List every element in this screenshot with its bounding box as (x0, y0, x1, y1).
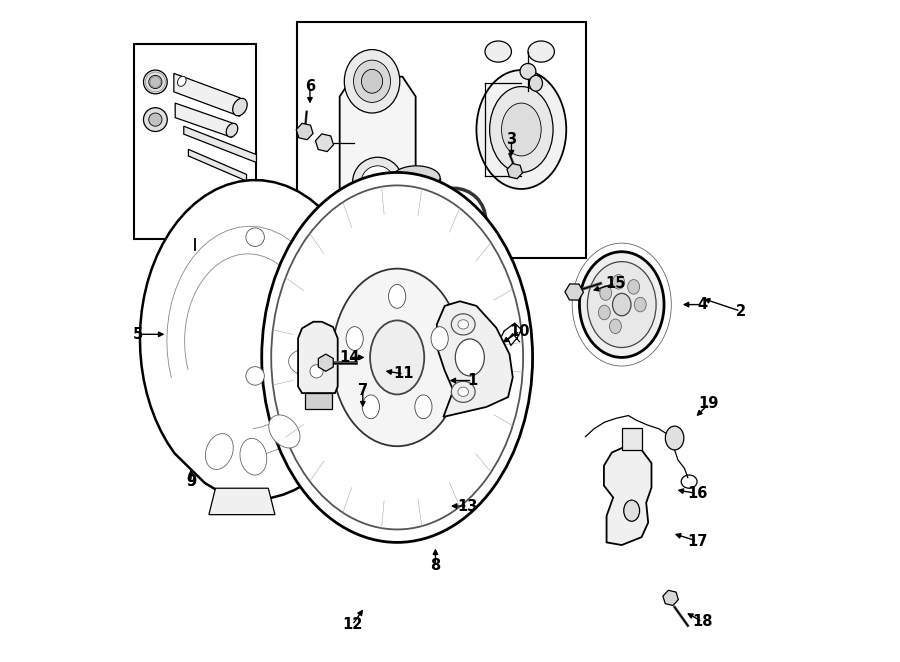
Polygon shape (604, 446, 652, 545)
Ellipse shape (433, 199, 475, 241)
Ellipse shape (389, 285, 406, 308)
Text: 1: 1 (467, 373, 478, 388)
Ellipse shape (226, 123, 238, 137)
Ellipse shape (520, 64, 536, 79)
Polygon shape (176, 103, 232, 138)
Ellipse shape (609, 319, 621, 334)
Text: 5: 5 (133, 327, 143, 342)
Ellipse shape (233, 99, 248, 116)
Polygon shape (305, 393, 332, 409)
Ellipse shape (485, 41, 511, 62)
Ellipse shape (529, 75, 543, 91)
Ellipse shape (431, 326, 448, 350)
Text: 13: 13 (457, 498, 478, 514)
Ellipse shape (458, 320, 469, 329)
Ellipse shape (143, 70, 167, 94)
Ellipse shape (246, 228, 265, 246)
Ellipse shape (177, 76, 186, 86)
Ellipse shape (392, 166, 440, 189)
Ellipse shape (613, 275, 625, 289)
Bar (134, 44, 256, 238)
Text: 17: 17 (687, 534, 707, 549)
Ellipse shape (370, 320, 424, 395)
Text: 8: 8 (430, 558, 441, 573)
Text: 16: 16 (687, 486, 707, 501)
Text: 14: 14 (339, 350, 360, 365)
Text: 15: 15 (605, 276, 626, 291)
Ellipse shape (346, 326, 364, 350)
Ellipse shape (354, 60, 391, 103)
Ellipse shape (451, 381, 475, 402)
Ellipse shape (476, 70, 566, 189)
Text: 3: 3 (507, 132, 517, 147)
Ellipse shape (246, 367, 265, 385)
Polygon shape (298, 322, 338, 393)
Ellipse shape (613, 293, 631, 316)
Text: 7: 7 (357, 383, 368, 398)
Ellipse shape (362, 70, 382, 93)
Bar (297, 22, 586, 258)
Ellipse shape (422, 188, 486, 252)
Polygon shape (184, 126, 256, 163)
Ellipse shape (627, 279, 640, 294)
Ellipse shape (528, 41, 554, 62)
Ellipse shape (580, 252, 664, 357)
Polygon shape (392, 177, 440, 244)
Text: 18: 18 (692, 614, 713, 629)
Ellipse shape (634, 297, 646, 312)
Text: 12: 12 (342, 618, 363, 632)
Ellipse shape (455, 339, 484, 376)
Ellipse shape (392, 232, 440, 256)
Polygon shape (339, 77, 416, 222)
Ellipse shape (148, 75, 162, 89)
Ellipse shape (599, 286, 612, 301)
Text: 11: 11 (393, 367, 414, 381)
Text: 2: 2 (735, 304, 746, 318)
Ellipse shape (451, 314, 475, 335)
Polygon shape (622, 428, 642, 450)
Ellipse shape (143, 108, 167, 132)
Ellipse shape (332, 269, 463, 446)
Ellipse shape (345, 50, 400, 113)
Ellipse shape (501, 103, 541, 156)
Ellipse shape (289, 350, 325, 377)
Text: 9: 9 (186, 474, 196, 489)
Text: 4: 4 (698, 297, 707, 312)
Polygon shape (140, 180, 371, 499)
Ellipse shape (598, 305, 610, 320)
Ellipse shape (269, 415, 300, 448)
Ellipse shape (148, 113, 162, 126)
Text: 9: 9 (186, 474, 196, 489)
Ellipse shape (415, 395, 432, 418)
Text: 10: 10 (509, 324, 530, 338)
Polygon shape (209, 489, 274, 514)
Ellipse shape (205, 434, 233, 469)
Ellipse shape (353, 158, 403, 207)
Ellipse shape (588, 261, 656, 348)
Ellipse shape (458, 387, 469, 397)
Ellipse shape (240, 438, 266, 475)
Text: 6: 6 (305, 79, 315, 94)
Ellipse shape (361, 166, 394, 199)
Polygon shape (436, 301, 513, 417)
Ellipse shape (624, 500, 640, 521)
Polygon shape (188, 150, 247, 181)
Ellipse shape (271, 185, 523, 530)
Text: 19: 19 (698, 396, 719, 411)
Ellipse shape (310, 365, 323, 378)
Ellipse shape (363, 395, 380, 418)
Ellipse shape (490, 87, 554, 173)
Ellipse shape (665, 426, 684, 450)
Polygon shape (174, 73, 240, 117)
Ellipse shape (262, 173, 533, 542)
